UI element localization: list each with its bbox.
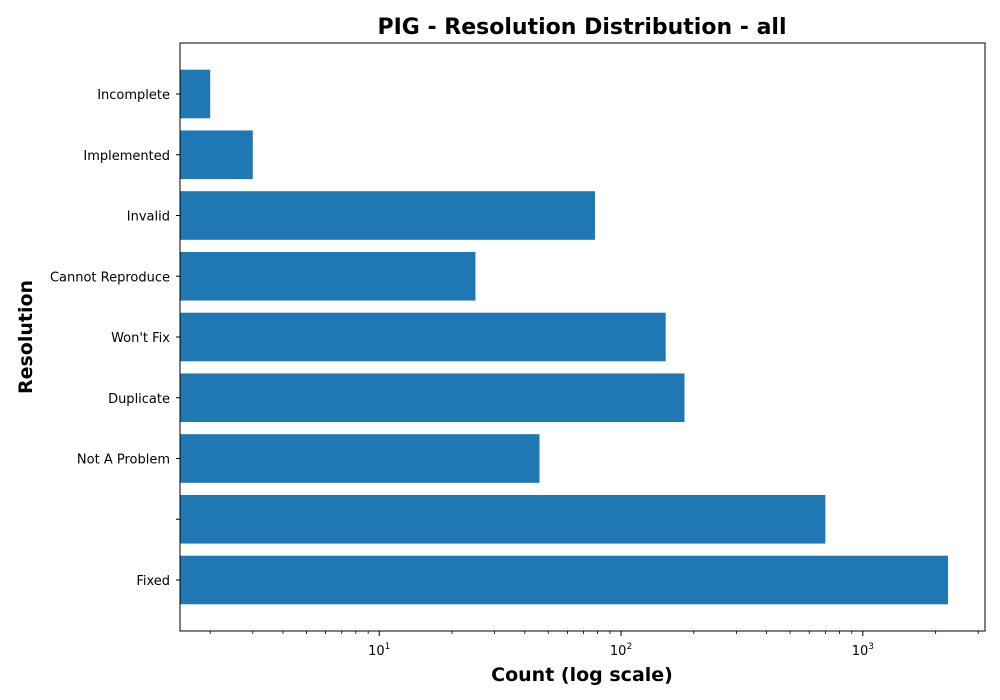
x-axis-label: Count (log scale) [491,664,673,686]
y-tick-label: Won't Fix [111,331,170,346]
plot-frame [179,42,986,632]
bar [180,130,253,180]
bar [180,69,211,119]
chart-title: PIG - Resolution Distribution - all [377,15,786,40]
y-tick-label: Implemented [83,149,170,164]
y-tick-label: Fixed [136,574,170,589]
y-axis-label: Resolution [15,280,37,394]
x-tick-label: 101 [368,642,390,659]
y-tick-label: Invalid [127,210,170,225]
bar [180,434,540,483]
y-tick-label: Duplicate [108,392,170,407]
y-axis: Incomplete Implemented Invalid Cannot Repro… [50,88,180,589]
x-tick-label: 103 [852,642,874,659]
y-tick-label: Incomplete [97,88,170,103]
bar [180,191,595,240]
x-tick-label: 102 [610,642,632,659]
bar [180,555,949,605]
bar [180,494,826,544]
bar [180,312,666,362]
x-axis: 101 102 103 [209,631,979,659]
y-tick-label: Not A Problem [77,453,170,468]
y-tick-label: Cannot Reproduce [50,270,170,285]
bars-group [180,69,949,605]
bar [180,373,685,423]
bar [180,251,476,301]
